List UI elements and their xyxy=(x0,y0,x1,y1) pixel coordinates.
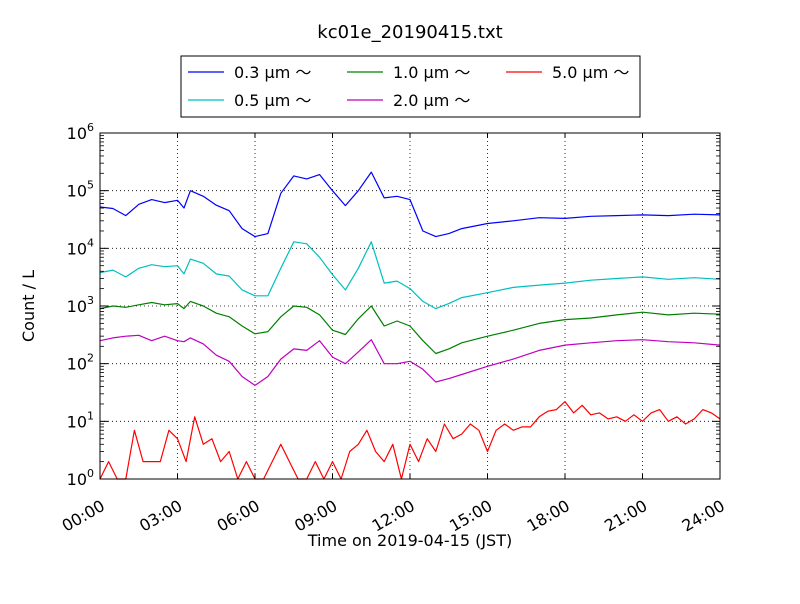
y-axis: 100 101 102 103 104 105 106 xyxy=(67,121,720,489)
y-tick-label: 100 xyxy=(67,467,94,489)
y-tick-label: 102 xyxy=(67,352,94,374)
y-tick-label: 104 xyxy=(67,236,94,258)
x-tick-label: 21:00 xyxy=(601,496,650,536)
series-line-1 xyxy=(99,171,721,238)
x-tick-label: 24:00 xyxy=(679,496,728,536)
legend-label-5: 5.0 μm ～ xyxy=(552,63,629,82)
legend: 0.3 μm ～ 0.5 μm ～ 1.0 μm ～ 2.0 μm ～ 5.0 μm ～ xyxy=(180,55,641,118)
y-tick-label: 101 xyxy=(67,409,94,431)
x-tick-label: 06:00 xyxy=(214,496,263,536)
x-tick-label: 12:00 xyxy=(369,496,418,536)
legend-items: 0.3 μm ～ 0.5 μm ～ 1.0 μm ～ 2.0 μm ～ 5.0 μm ～ xyxy=(188,63,629,110)
grid-lines xyxy=(100,133,720,479)
x-axis-label: Time on 2019-04-15 (JST) xyxy=(307,531,512,550)
series-line-2 xyxy=(99,241,721,310)
x-tick-label: 00:00 xyxy=(59,496,108,536)
series-group xyxy=(99,171,721,480)
y-tick-label: 103 xyxy=(67,294,94,316)
x-tick-label: 09:00 xyxy=(291,496,340,536)
series-line-4 xyxy=(99,334,721,386)
legend-frame xyxy=(180,55,641,118)
series-line-5 xyxy=(99,401,721,480)
y-tick-label: 106 xyxy=(67,121,94,143)
legend-label-4: 2.0 μm ～ xyxy=(393,91,470,110)
series-line-3 xyxy=(99,300,721,355)
legend-label-3: 1.0 μm ～ xyxy=(393,63,470,82)
x-tick-label: 15:00 xyxy=(446,496,495,536)
chart-title: kc01e_20190415.txt xyxy=(317,22,502,43)
legend-label-2: 0.5 μm ～ xyxy=(234,91,311,110)
legend-label-1: 0.3 μm ～ xyxy=(234,63,311,82)
x-tick-label: 03:00 xyxy=(136,496,185,536)
x-tick-label: 18:00 xyxy=(524,496,573,536)
y-tick-label: 105 xyxy=(67,179,94,201)
plot-area xyxy=(99,132,721,480)
y-axis-label: Count / L xyxy=(19,270,38,342)
